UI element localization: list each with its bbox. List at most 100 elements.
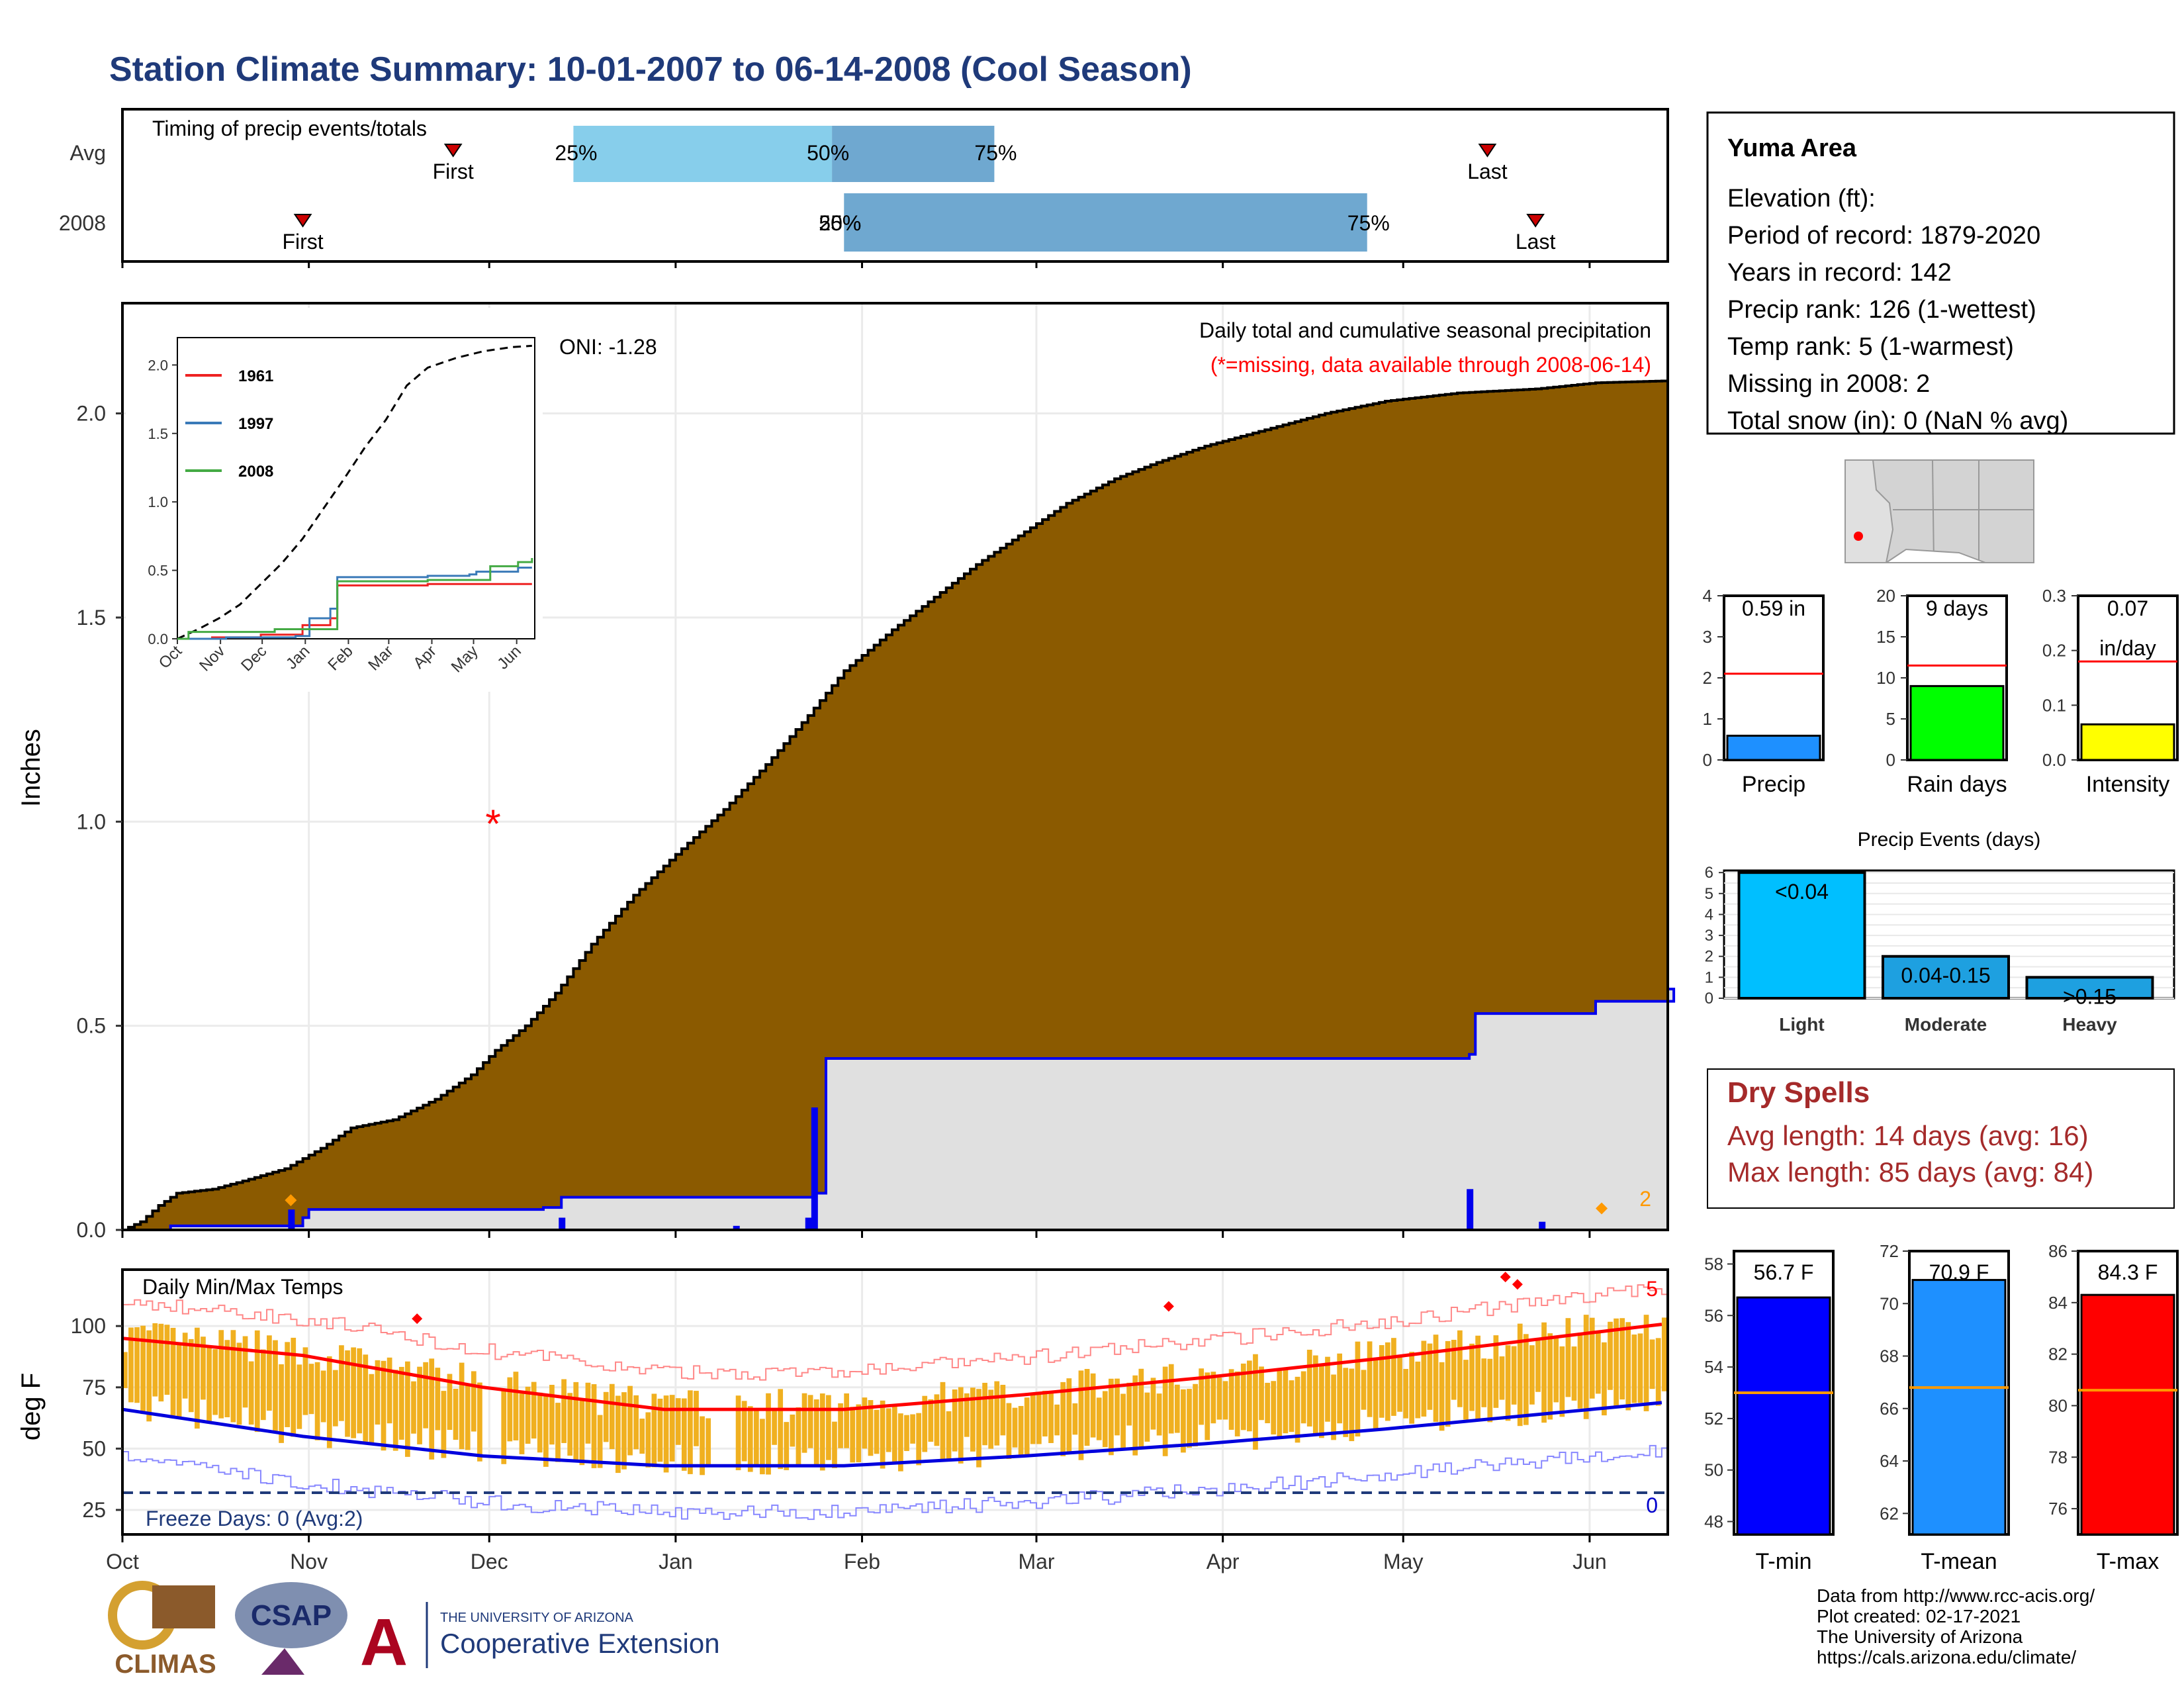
daily-temp-bar	[441, 1391, 447, 1458]
daily-temp-bar	[218, 1330, 224, 1419]
daily-temp-bar	[1391, 1338, 1396, 1416]
event-bar-text: 0.04-0.15	[1901, 964, 1990, 988]
daily-temp-bar	[567, 1393, 573, 1456]
daily-temp-bar	[291, 1337, 296, 1437]
temp-ytick: 50	[82, 1436, 106, 1460]
station-info-box: Yuma Area Elevation (ft): Period of recor…	[1706, 111, 2175, 435]
temperature-panel: Daily Min/Max Temps Freeze Days: 0 (Avg:…	[17, 1268, 1669, 1573]
avg-tmax-line	[122, 1323, 1662, 1411]
daily-temp-bar	[381, 1360, 387, 1451]
temp-bar-label: T-min	[1756, 1549, 1812, 1574]
mini-bar-value-text: 0.59 in	[1742, 596, 1805, 620]
daily-temp-bar	[1655, 1338, 1661, 1406]
temp-bar-tick: 58	[1704, 1254, 1723, 1274]
daily-temp-bar	[772, 1409, 777, 1445]
temp-bar-t-min: 56.7 F 48 50 52 54 56 58 T-min	[1704, 1250, 1835, 1574]
daily-temp-bar	[621, 1392, 627, 1470]
daily-temp-bar	[868, 1400, 874, 1456]
daily-temp-bar	[1240, 1363, 1246, 1430]
daily-temp-bar	[832, 1421, 837, 1468]
mini-bar-tick: 20	[1876, 586, 1895, 606]
month-label: Apr	[1206, 1550, 1240, 1573]
daily-temp-bar	[675, 1398, 681, 1445]
temp-bar-tick: 52	[1704, 1409, 1723, 1429]
daily-temp-bar	[1475, 1335, 1480, 1419]
daily-temp-bar	[1319, 1365, 1324, 1438]
daily-precip-bar	[805, 1217, 812, 1230]
daily-temp-bar	[1193, 1383, 1198, 1447]
daily-temp-bar	[1397, 1356, 1402, 1412]
daily-temp-bar	[813, 1399, 819, 1467]
daily-temp-bar	[140, 1325, 146, 1415]
daily-temp-bar	[1349, 1368, 1355, 1442]
temp-bar-label: T-mean	[1921, 1549, 1997, 1574]
daily-temp-bar	[1589, 1317, 1595, 1399]
daily-temp-bar	[1018, 1405, 1024, 1456]
daily-temp-bar	[447, 1374, 453, 1430]
daily-temp-bar	[212, 1349, 218, 1415]
temp-bar-tick: 76	[2048, 1499, 2068, 1519]
y2008-first-label: First	[282, 230, 323, 254]
y2008-last-label: Last	[1516, 230, 1556, 254]
event-bar-text: >0.15	[2063, 984, 2116, 1008]
temp-bar-label: T-max	[2097, 1549, 2159, 1574]
daily-temp-bar	[1138, 1368, 1144, 1447]
daily-temp-bar	[1126, 1382, 1132, 1426]
daily-temp-bar	[1000, 1384, 1006, 1436]
daily-temp-bar	[1283, 1369, 1289, 1434]
temp-bar-tick: 48	[1704, 1512, 1723, 1532]
daily-temp-bar	[164, 1325, 170, 1395]
y2008-first-marker	[293, 214, 312, 228]
daily-temp-bar	[1481, 1358, 1487, 1407]
record-high-marker	[1163, 1301, 1174, 1312]
mini-bar-tick: 0	[1703, 750, 1712, 770]
precip-panel: Inches 0.0 0.5 1.0 1.5 2.0 ONI: -1.28 Daily …	[17, 302, 1676, 1242]
daily-temp-bar	[555, 1403, 561, 1462]
daily-temp-bar	[627, 1385, 633, 1456]
daily-temp-bar	[1144, 1392, 1150, 1442]
footer-credit-line: https://cals.arizona.edu/climate/	[1817, 1647, 2076, 1667]
daily-temp-bar	[1030, 1393, 1036, 1444]
inset-ytick: 0.0	[148, 631, 168, 647]
daily-temp-bar	[856, 1404, 862, 1462]
daily-temp-bar	[946, 1411, 952, 1460]
timing-panel: Timing of precip events/totals Avg 2008 …	[59, 108, 1669, 268]
dry-spells-title: Dry Spells	[1727, 1076, 1870, 1109]
daily-temp-bar	[1150, 1378, 1156, 1430]
mini-bar-value	[2080, 723, 2175, 761]
daily-temp-bar	[681, 1398, 687, 1471]
daily-temp-bar	[1433, 1335, 1439, 1422]
station-info-line: Elevation (ft):	[1727, 185, 1876, 212]
y2008-last-marker	[1526, 214, 1545, 228]
daily-temp-bar	[411, 1381, 416, 1434]
mini-bar-tick: 10	[1876, 668, 1895, 688]
daily-temp-bar	[1259, 1366, 1264, 1421]
mini-bar-tick: 15	[1876, 627, 1895, 647]
daily-temp-bar	[1174, 1384, 1180, 1433]
daily-temp-bar	[1168, 1364, 1174, 1434]
daily-temp-bar	[128, 1327, 134, 1403]
daily-temp-bar	[1228, 1369, 1234, 1430]
daily-temp-bar	[1445, 1340, 1451, 1427]
daily-temp-bar	[1577, 1333, 1583, 1409]
daily-temp-bar	[345, 1350, 350, 1437]
daily-temp-bar	[423, 1362, 429, 1429]
temp-bar-tick: 70	[1880, 1293, 1899, 1313]
daily-temp-bar	[1066, 1378, 1072, 1453]
avg-last-marker	[1478, 144, 1497, 158]
daily-temp-bar	[597, 1415, 603, 1468]
daily-temp-bar	[982, 1382, 987, 1446]
mini-bar-rain-days: 9 days 0 5 10 15 20 Rain days	[1876, 586, 2008, 797]
daily-temp-bar	[1529, 1345, 1535, 1405]
daily-temp-bar	[405, 1361, 410, 1457]
temp-ytick: 100	[71, 1314, 106, 1338]
daily-temp-bar	[1300, 1371, 1306, 1424]
daily-temp-bar	[1156, 1393, 1162, 1436]
event-bar-label: Light	[1779, 1014, 1824, 1035]
month-label: Mar	[1018, 1550, 1054, 1573]
month-label: Oct	[106, 1550, 139, 1573]
daily-temp-bar	[1054, 1404, 1060, 1436]
daily-temp-bar	[134, 1327, 140, 1403]
daily-temp-bar	[669, 1395, 675, 1462]
daily-temp-bar	[952, 1389, 958, 1452]
